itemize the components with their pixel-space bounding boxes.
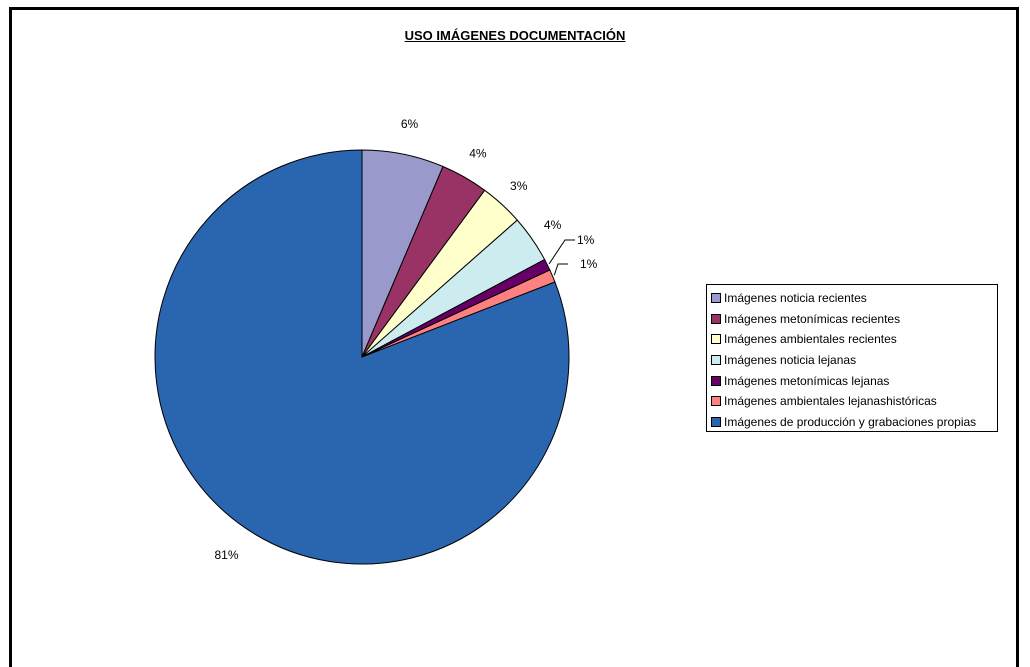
slice-label-7: 81%	[214, 548, 238, 562]
legend-swatch-3	[711, 334, 721, 345]
chart-title: USO IMÁGENES DOCUMENTACIÓN	[404, 28, 626, 43]
legend-label-2: Imágenes metonímicas recientes	[724, 311, 901, 326]
legend-label-5: Imágenes metonímicas lejanas	[724, 373, 890, 388]
pie-slice-7	[154, 149, 570, 565]
slice-label-4: 4%	[544, 218, 562, 232]
slice-label-6: 1%	[580, 257, 598, 271]
legend-item-1: Imágenes noticia recientes	[711, 288, 997, 309]
legend-label-7: Imágenes de producción y grabaciones pro…	[724, 414, 977, 429]
slice-label-3: 3%	[510, 179, 528, 193]
legend-swatch-1	[711, 293, 721, 304]
legend-swatch-2	[711, 313, 721, 324]
legend-item-2: Imágenes metonímicas recientes	[711, 309, 997, 330]
slice-label-1: 6%	[401, 117, 419, 131]
legend-swatch-7	[711, 416, 721, 427]
slice-label-2: 4%	[469, 147, 487, 161]
legend-label-1: Imágenes noticia recientes	[724, 291, 867, 306]
slice-label-5: 1%	[577, 233, 595, 247]
legend-swatch-5	[711, 375, 721, 386]
leader-line-6	[553, 263, 568, 276]
legend-item-5: Imágenes metonímicas lejanas	[711, 370, 997, 391]
pie-chart: 6% 4% 3% 4% 1% 1% 81%	[154, 117, 598, 565]
legend-item-4: Imágenes noticia lejanas	[711, 350, 997, 371]
legend-item-6: Imágenes ambientales lejanashistóricas	[711, 391, 997, 412]
legend-label-4: Imágenes noticia lejanas	[724, 353, 857, 368]
legend-item-3: Imágenes ambientales recientes	[711, 329, 997, 350]
legend-swatch-4	[711, 355, 721, 366]
legend: Imágenes noticia recientes Imágenes meton…	[706, 284, 998, 432]
legend-item-7: Imágenes de producción y grabaciones pro…	[711, 412, 997, 433]
legend-label-6: Imágenes ambientales lejanashistóricas	[724, 394, 937, 409]
leader-line-5	[548, 239, 575, 265]
legend-swatch-6	[711, 396, 721, 407]
legend-label-3: Imágenes ambientales recientes	[724, 332, 897, 347]
